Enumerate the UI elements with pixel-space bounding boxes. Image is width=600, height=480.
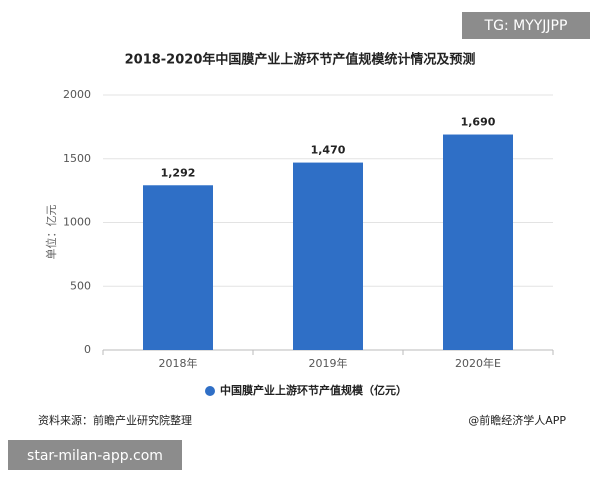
watermark-text: star-milan-app.com [27,448,163,464]
watermark-text: TG: MYYJJPP [484,18,568,34]
watermark-box [462,12,590,39]
value-label: 1,292 [161,166,196,179]
legend-label: 中国膜产业上游环节产值规模（亿元） [220,383,407,397]
legend-marker [205,386,215,396]
watermark-box [8,440,182,470]
x-tick-label: 2019年 [309,356,348,370]
chart-title: 2018-2020年中国膜产业上游环节产值规模统计情况及预测 [125,52,476,68]
y-tick-label: 1500 [63,152,91,165]
bar [443,134,513,350]
y-tick-label: 1000 [63,216,91,229]
source-note: 资料来源：前瞻产业研究院整理 [38,413,192,427]
value-label: 1,690 [461,116,496,129]
y-tick-label: 0 [84,343,91,356]
y-tick-label: 500 [70,279,91,292]
bar [143,185,213,350]
y-axis-label: 单位：亿元 [44,205,58,260]
credit: @前瞻经济学人APP [468,413,566,427]
x-tick-label: 2018年 [159,356,198,370]
value-label: 1,470 [311,144,346,157]
y-tick-label: 2000 [63,88,91,101]
x-tick-label: 2020年E [455,356,501,370]
bar [293,162,363,350]
